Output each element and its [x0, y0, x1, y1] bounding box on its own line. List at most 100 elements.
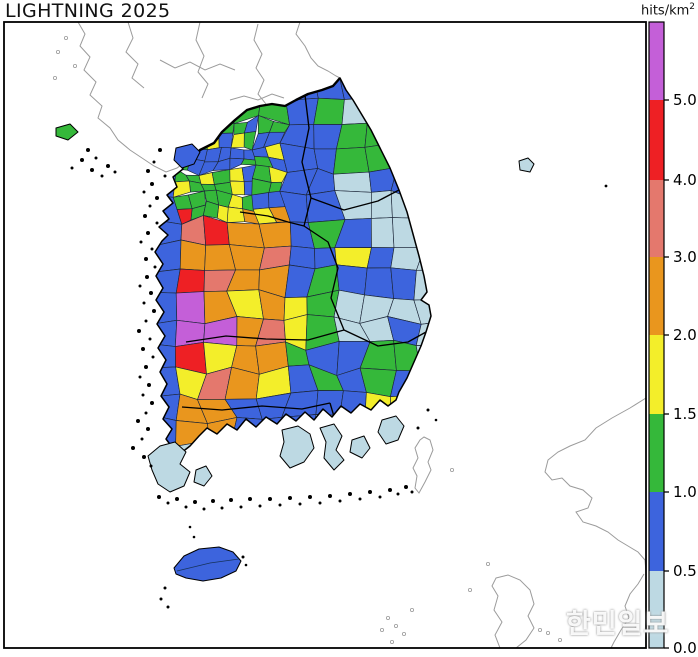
small-island — [139, 240, 143, 244]
small-island — [140, 437, 144, 441]
map-frame — [3, 21, 647, 649]
district-cell — [230, 132, 245, 149]
district-cell — [450, 419, 480, 451]
ganghwa-island — [173, 143, 201, 169]
small-island — [106, 164, 110, 168]
small-island — [396, 492, 400, 496]
district-cell — [226, 222, 265, 249]
small-island — [155, 221, 159, 225]
province-border — [343, 329, 427, 347]
colorbar-tick-label: 3.0 — [673, 248, 697, 266]
district-cells — [155, 66, 480, 470]
district-cell — [441, 392, 470, 421]
small-island — [404, 485, 408, 489]
small-island — [141, 393, 145, 397]
small-island — [268, 497, 272, 501]
gray-islet — [485, 562, 490, 567]
district-cell — [450, 445, 480, 470]
colorbar-tick-label: 2.0 — [673, 326, 697, 344]
district-cell — [394, 142, 421, 170]
district-cell — [155, 239, 182, 274]
district-cell — [448, 270, 478, 299]
jindo-island — [193, 465, 213, 487]
province-border — [310, 189, 400, 211]
small-island — [258, 504, 262, 508]
district-cell — [191, 118, 211, 137]
district-cell — [449, 66, 472, 100]
small-island — [146, 169, 150, 173]
small-island — [151, 355, 155, 359]
colorbar-segment — [649, 571, 664, 648]
district-cell — [205, 118, 221, 135]
north-korea-outline — [159, 59, 236, 71]
small-island — [138, 284, 142, 288]
small-island — [358, 497, 362, 501]
colorbar-tick-label: 5.0 — [673, 91, 697, 109]
small-island — [229, 498, 233, 502]
small-island — [184, 505, 188, 509]
gray-islet — [546, 631, 551, 636]
colorbar-tick-label: 4.0 — [673, 171, 697, 189]
baengnyeong-island — [55, 123, 79, 141]
small-island — [604, 184, 608, 188]
small-island — [144, 257, 148, 261]
unit-superscript: 2 — [689, 2, 695, 12]
gray-islet — [558, 638, 563, 643]
small-island — [244, 563, 248, 567]
colorbar-segment — [649, 180, 664, 257]
district-cell — [207, 78, 235, 96]
gray-islet — [53, 76, 58, 81]
north-korea-outline — [125, 21, 145, 89]
small-island — [86, 148, 90, 152]
small-island — [142, 455, 146, 459]
gray-islet — [409, 608, 414, 613]
japan-coastline — [544, 397, 647, 573]
colorbar-segment — [649, 22, 664, 100]
small-island — [166, 501, 170, 505]
district-cell — [229, 180, 245, 196]
small-island — [193, 500, 197, 504]
province-border — [185, 329, 345, 343]
small-island — [410, 490, 414, 494]
district-cell — [155, 140, 177, 170]
district-cell — [171, 78, 209, 94]
colorbar-segment — [649, 414, 664, 492]
small-island — [328, 494, 332, 498]
small-island — [159, 597, 163, 601]
gray-islet — [538, 628, 543, 633]
japan-coastline — [610, 573, 645, 649]
coastline — [154, 77, 432, 454]
district-cell — [261, 78, 287, 101]
small-island — [368, 490, 372, 494]
small-island — [100, 174, 104, 178]
district-cell — [444, 192, 473, 221]
province-border — [303, 225, 345, 331]
gray-islet — [389, 640, 394, 645]
colorbar-segment — [649, 492, 664, 571]
gray-islet — [401, 632, 406, 637]
geoje-island — [377, 415, 405, 445]
small-island — [426, 408, 430, 412]
district-cell — [207, 92, 235, 125]
district-cell — [228, 444, 255, 453]
small-island — [142, 190, 146, 194]
yeosu-peninsula — [319, 423, 345, 471]
district-cell — [415, 198, 431, 221]
neighbor-country-outlines — [53, 21, 647, 649]
province-border — [181, 402, 331, 411]
gray-islet — [379, 628, 384, 633]
small-island — [239, 505, 243, 509]
small-island — [248, 497, 252, 501]
district-cell — [364, 267, 394, 299]
small-island — [136, 419, 140, 423]
small-island — [152, 309, 156, 313]
small-island — [288, 496, 292, 500]
district-cell — [364, 392, 392, 422]
jeju-district-line — [176, 558, 240, 572]
unit-text: hits/km — [640, 3, 690, 19]
district-cell — [155, 115, 178, 149]
ulleung-island — [518, 157, 535, 173]
small-island — [80, 158, 84, 162]
district-cell — [218, 118, 235, 134]
